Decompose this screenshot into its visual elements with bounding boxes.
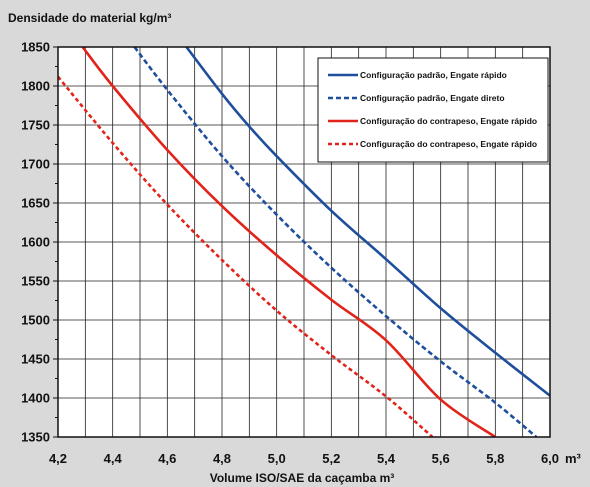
x-tick-label: 4,6	[158, 451, 176, 466]
x-tick-label: 5,0	[268, 451, 286, 466]
legend-label: Configuração padrão, Engate direto	[360, 93, 505, 103]
y-tick-label: 1650	[21, 196, 50, 211]
x-tick-labels: 4,2 4,4 4,6 4,8 5,0 5,2 5,4 5,6 5,8 6,0	[49, 451, 559, 466]
x-tick-label: 5,2	[322, 451, 340, 466]
x-tick-label: 4,8	[213, 451, 231, 466]
x-tick-label: 5,4	[377, 451, 396, 466]
series-line-1	[185, 47, 550, 397]
x-tick-label: 5,8	[486, 451, 504, 466]
series-line-4	[58, 75, 434, 437]
y-tick-label: 1400	[21, 391, 50, 406]
plot-frame	[57, 46, 551, 438]
y-tick-labels: 1350 1400 1450 1500 1550 1600 1650 1700 1750 1800…	[21, 40, 50, 445]
y-tick-label: 1750	[21, 118, 50, 133]
y-tick-label: 1700	[21, 157, 50, 172]
x-tick-label: 4,2	[49, 451, 67, 466]
legend: Configuração padrão, Engate rápido Config…	[317, 57, 549, 163]
series-line-3	[81, 47, 497, 437]
y-tick-label: 1800	[21, 79, 50, 94]
legend-label: Configuração padrão, Engate rápido	[360, 70, 507, 80]
y-tick-label: 1550	[21, 274, 50, 289]
series-lines	[58, 47, 550, 437]
y-tick-label: 1600	[21, 235, 50, 250]
legend-label: Configuração do contrapeso, Engate rápid…	[360, 116, 537, 126]
y-tick-label: 1450	[21, 352, 50, 367]
x-tick-label: 4,4	[104, 451, 123, 466]
x-tick-label: 6,0	[541, 451, 559, 466]
y-tick-label: 1850	[21, 40, 50, 55]
x-axis-unit: m³	[565, 451, 582, 466]
legend-label: Configuração do contrapeso, Engate rápid…	[360, 139, 537, 149]
x-axis-title: Volume ISO/SAE da caçamba m³	[210, 471, 395, 485]
y-tick-label: 1350	[21, 430, 50, 445]
series-line-2	[133, 47, 538, 437]
y-axis-title: Densidade do material kg/m³	[8, 11, 171, 25]
x-tick-label: 5,6	[432, 451, 450, 466]
y-tick-label: 1500	[21, 313, 50, 328]
